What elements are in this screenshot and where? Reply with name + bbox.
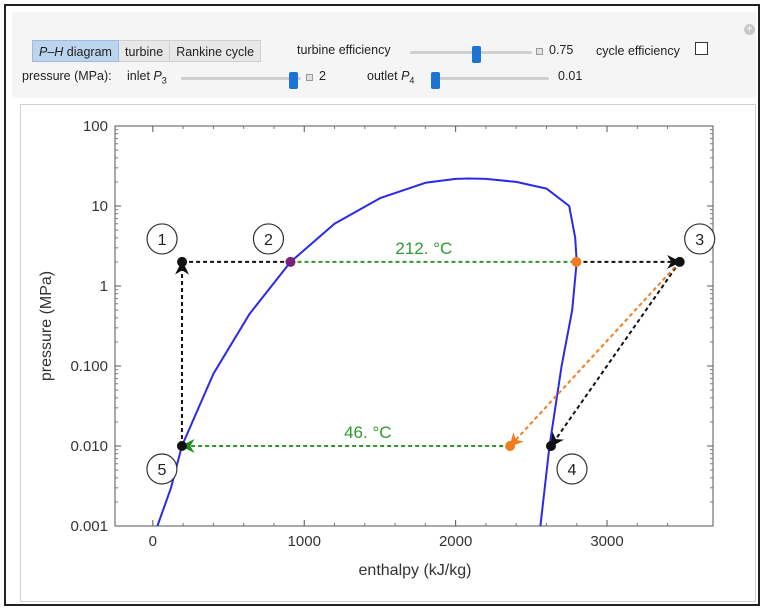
slider-thumb[interactable] xyxy=(431,72,440,89)
x-tick-label: 1000 xyxy=(288,533,321,550)
saturation-dome xyxy=(156,177,578,527)
tab-rankine-cycle[interactable]: Rankine cycle xyxy=(170,40,262,62)
state-label-2: 2 xyxy=(264,232,273,249)
inlet-label: inlet P3 xyxy=(127,69,167,86)
isotherm-temperature-label: 212. °C xyxy=(395,239,452,258)
x-tick-label: 2000 xyxy=(439,533,472,550)
turbine-efficiency-slider[interactable] xyxy=(410,46,532,63)
expand-inlet-icon[interactable] xyxy=(306,74,313,81)
tab-ph-symbol: P–H xyxy=(39,45,64,59)
state-point-4 xyxy=(546,441,557,451)
tab-turbine[interactable]: turbine xyxy=(118,40,171,62)
outlet-subscript: 4 xyxy=(409,75,415,86)
turbine-efficiency-value: 0.75 xyxy=(549,43,574,57)
state-point-2 xyxy=(285,256,296,267)
state-point-saturated-vapor xyxy=(571,256,582,267)
outlet-pressure-value: 0.01 xyxy=(558,69,583,83)
tab-ph-diagram[interactable]: P–H diagram xyxy=(32,40,119,62)
y-tick-label: 10 xyxy=(91,198,108,215)
y-tick-label: 0.010 xyxy=(70,438,108,455)
actual-expansion-path xyxy=(509,261,681,448)
state-point-isentropic-exit xyxy=(505,441,516,451)
state-label-circle xyxy=(556,453,588,485)
inlet-symbol: P xyxy=(153,69,162,83)
y-tick-label: 100 xyxy=(83,118,108,135)
tab-ph-label: diagram xyxy=(63,45,112,59)
cycle-efficiency-label: cycle efficiency xyxy=(596,44,680,58)
x-axis-label: enthalpy (kJ/kg) xyxy=(359,562,472,579)
turbine-efficiency-label: turbine efficiency xyxy=(297,43,391,57)
inlet-pressure-slider[interactable] xyxy=(181,72,301,89)
close-icon[interactable]: + xyxy=(744,24,755,35)
state-label-5: 5 xyxy=(157,462,166,479)
y-tick-label: 0.001 xyxy=(70,518,108,535)
view-tabs: P–H diagram turbine Rankine cycle xyxy=(32,40,262,62)
pressure-label: pressure (MPa): xyxy=(22,69,112,83)
state-label-circle xyxy=(684,223,716,255)
x-tick-label: 0 xyxy=(149,533,157,550)
state-point-3 xyxy=(674,256,685,267)
state-label-circle xyxy=(146,453,178,485)
inlet-text: inlet xyxy=(127,69,150,83)
outlet-symbol: P xyxy=(401,69,410,83)
y-axis-label: pressure (MPa) xyxy=(38,271,55,381)
slider-track xyxy=(410,51,532,54)
isotherm-temperature-label: 46. °C xyxy=(344,423,391,442)
outlet-label: outlet P4 xyxy=(367,69,414,86)
app-frame: P–H diagram turbine Rankine cycle turbin… xyxy=(4,4,760,606)
state-point-5 xyxy=(176,441,187,451)
x-tick-label: 3000 xyxy=(590,533,623,550)
inlet-subscript: 3 xyxy=(161,75,167,86)
state-label-1: 1 xyxy=(158,232,167,249)
state-label-circle xyxy=(252,223,285,255)
plot-panel xyxy=(20,104,756,602)
slider-thumb[interactable] xyxy=(472,46,481,63)
plot-frame xyxy=(114,125,714,527)
y-tick-label: 1 xyxy=(100,278,108,295)
slider-track xyxy=(181,77,301,80)
slider-thumb[interactable] xyxy=(289,72,298,89)
cycle-efficiency-checkbox[interactable] xyxy=(695,42,708,55)
ideal-expansion-path xyxy=(550,261,681,448)
state-label-4: 4 xyxy=(568,462,577,479)
y-tick-label: 0.100 xyxy=(70,358,108,375)
state-label-circle xyxy=(146,223,178,255)
outlet-text: outlet xyxy=(367,69,398,83)
outlet-pressure-slider[interactable] xyxy=(431,72,549,89)
state-point-1 xyxy=(177,256,188,267)
slider-track xyxy=(431,77,549,80)
expand-eff-icon[interactable] xyxy=(536,48,543,55)
inlet-pressure-value: 2 xyxy=(319,69,326,83)
state-label-3: 3 xyxy=(695,232,704,249)
